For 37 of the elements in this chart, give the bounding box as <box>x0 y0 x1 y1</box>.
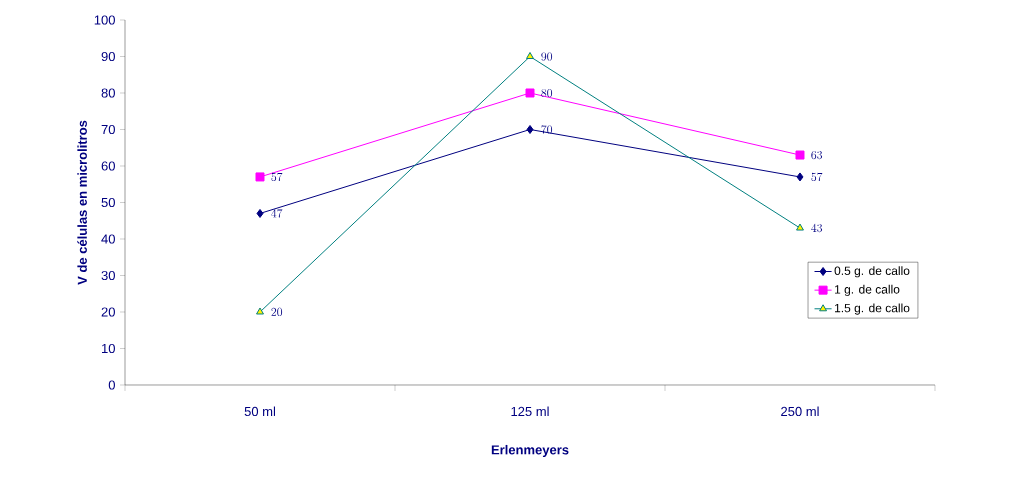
y-tick-label: 90 <box>101 51 115 62</box>
point <box>795 150 805 160</box>
y-tick-label: 30 <box>101 270 115 281</box>
x-tick-label: 125 ml <box>511 406 549 417</box>
y-tick-label: 10 <box>102 343 115 354</box>
y-tick-label: 40 <box>101 234 115 244</box>
y-tick-label: 60 <box>101 161 115 171</box>
y-tick-label: 0 <box>108 380 115 390</box>
point <box>796 172 804 182</box>
data-label: 57 <box>811 172 823 182</box>
x-tick-label: 250 ml <box>781 406 819 417</box>
legend-label: 1 g. de callo <box>835 284 900 297</box>
y-tick-label: 50 <box>101 197 115 208</box>
point <box>526 52 534 59</box>
point <box>256 208 264 218</box>
y-tick-label: 20 <box>101 307 115 317</box>
point <box>525 88 535 98</box>
y-tick-label: 70 <box>101 124 115 135</box>
x-axis-title: Erlenmeyers <box>491 444 569 458</box>
data-label: 63 <box>811 150 823 160</box>
y-tick-label: 80 <box>101 88 115 98</box>
legend-label: 0.5 g. de callo <box>834 266 910 278</box>
y-tick-label: 100 <box>94 15 115 25</box>
point <box>255 172 265 182</box>
data-label: 57 <box>271 172 283 182</box>
x-tick-label: 50 ml <box>244 406 276 417</box>
point <box>256 307 264 315</box>
point <box>796 223 804 231</box>
data-label: 90 <box>541 52 553 61</box>
data-label: 80 <box>541 88 553 98</box>
data-label: 47 <box>271 209 283 218</box>
data-label: 20 <box>271 307 283 317</box>
y-axis-title: V de células en microlitros <box>77 120 87 285</box>
legend-label: 1.5 g. de callo <box>835 303 910 315</box>
point <box>526 124 534 134</box>
data-label: 43 <box>811 223 823 233</box>
data-label: 70 <box>541 125 553 134</box>
